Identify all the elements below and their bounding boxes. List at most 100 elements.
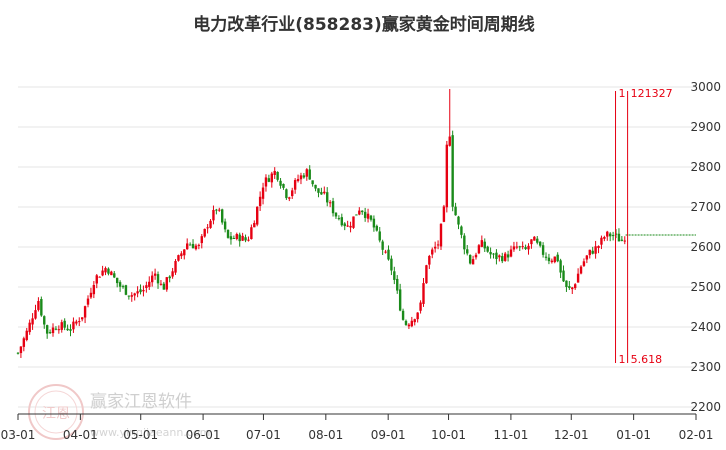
candle-body [495, 252, 498, 259]
candle-body [83, 306, 87, 318]
cycle-bottom-label: 5.618 [631, 353, 663, 366]
candle-body [223, 221, 227, 230]
candle-body [104, 268, 107, 273]
candle-body [390, 258, 393, 271]
candle-body [22, 338, 26, 347]
candle-body [416, 312, 419, 320]
candle-body [194, 245, 198, 250]
candle-body [177, 255, 180, 261]
candle-body [188, 244, 192, 246]
candle-body [439, 223, 443, 247]
candle-body [468, 254, 472, 264]
x-tick-label: 12-01 [554, 428, 589, 442]
candle-body [66, 328, 69, 331]
watermark: 江恩 赢家江恩软件 www.yingjiaeann.com [28, 384, 210, 440]
candle-body [78, 321, 81, 323]
watermark-url: www.yingjiaeann.com [90, 426, 210, 439]
candle-body [130, 295, 133, 297]
candle-body [311, 180, 314, 185]
candle-body [232, 238, 236, 240]
cycle-top-label: 121327 [631, 87, 673, 100]
candle-body [288, 197, 291, 199]
candle-body [445, 144, 449, 208]
x-tick-label: 10-01 [431, 428, 466, 442]
candle-body [326, 192, 329, 203]
candle-body [448, 136, 451, 146]
candle-body [293, 180, 297, 190]
candle-body [343, 223, 346, 227]
candle-body [431, 249, 434, 255]
candle-body [45, 325, 49, 334]
candle-body [51, 327, 55, 334]
candle-body [527, 245, 530, 250]
candle-body [422, 283, 425, 304]
candle-body [501, 256, 504, 262]
candle-body [16, 352, 20, 354]
y-tick-label: 2900 [690, 120, 721, 134]
candle-body [536, 238, 539, 243]
candle-body [509, 249, 513, 257]
candle-body [89, 292, 93, 298]
candle-body [451, 135, 454, 207]
candle-body [250, 227, 253, 240]
candle-body [218, 209, 221, 211]
candle-body [69, 329, 72, 331]
candle-body [393, 271, 396, 280]
candle-body [492, 253, 495, 255]
x-tick-label: 11-01 [493, 428, 528, 442]
candle-body [244, 237, 247, 241]
candle-body [238, 234, 241, 242]
x-tick-label: 04-01 [63, 428, 98, 442]
candle-body [162, 283, 166, 290]
candle-body [521, 246, 524, 248]
candle-body [407, 324, 411, 327]
candle-body [512, 246, 516, 250]
y-tick-label: 2300 [690, 360, 721, 374]
candle-body [620, 239, 624, 241]
candle-body [460, 226, 463, 235]
x-tick-label: 05-01 [123, 428, 158, 442]
candle-body [588, 249, 591, 256]
candle-body [328, 202, 332, 204]
candle-body [477, 245, 481, 254]
candle-body [261, 187, 265, 199]
candle-body [442, 206, 446, 222]
candle-body [340, 217, 344, 226]
candle-body [550, 260, 554, 263]
candle-body [398, 289, 402, 311]
candle-body [296, 178, 300, 182]
candle-body [299, 175, 303, 180]
y-tick-label: 2800 [690, 160, 721, 174]
candle-body [480, 240, 484, 247]
y-tick-label: 2500 [690, 280, 721, 294]
x-tick-label: 09-01 [371, 428, 406, 442]
candle-body [457, 216, 460, 225]
watermark-seal-icon [28, 384, 84, 440]
candle-body [544, 256, 548, 258]
candle-body [349, 225, 352, 228]
candle-body [352, 216, 355, 228]
watermark-text: 赢家江恩软件 [90, 392, 192, 412]
candle-body [515, 246, 519, 248]
candle-body [86, 298, 90, 305]
candle-body [617, 233, 621, 242]
candle-body [355, 214, 358, 216]
candle-body [121, 286, 125, 288]
candle-body [559, 260, 562, 273]
candle-body [597, 245, 600, 249]
candle-body [203, 228, 206, 237]
candle-body [148, 281, 151, 287]
candle-body [37, 300, 40, 310]
candle-body [302, 175, 306, 178]
candle-body [19, 346, 23, 354]
candle-body [142, 289, 145, 292]
candle-body [229, 236, 233, 240]
candle-body [524, 247, 527, 250]
candle-body [361, 210, 364, 213]
candle-body [608, 233, 612, 237]
candle-body [171, 271, 174, 277]
candle-body [594, 246, 597, 254]
x-tick-label: 02-01 [679, 428, 714, 442]
candle-body [150, 275, 154, 283]
candle-body [503, 253, 507, 261]
